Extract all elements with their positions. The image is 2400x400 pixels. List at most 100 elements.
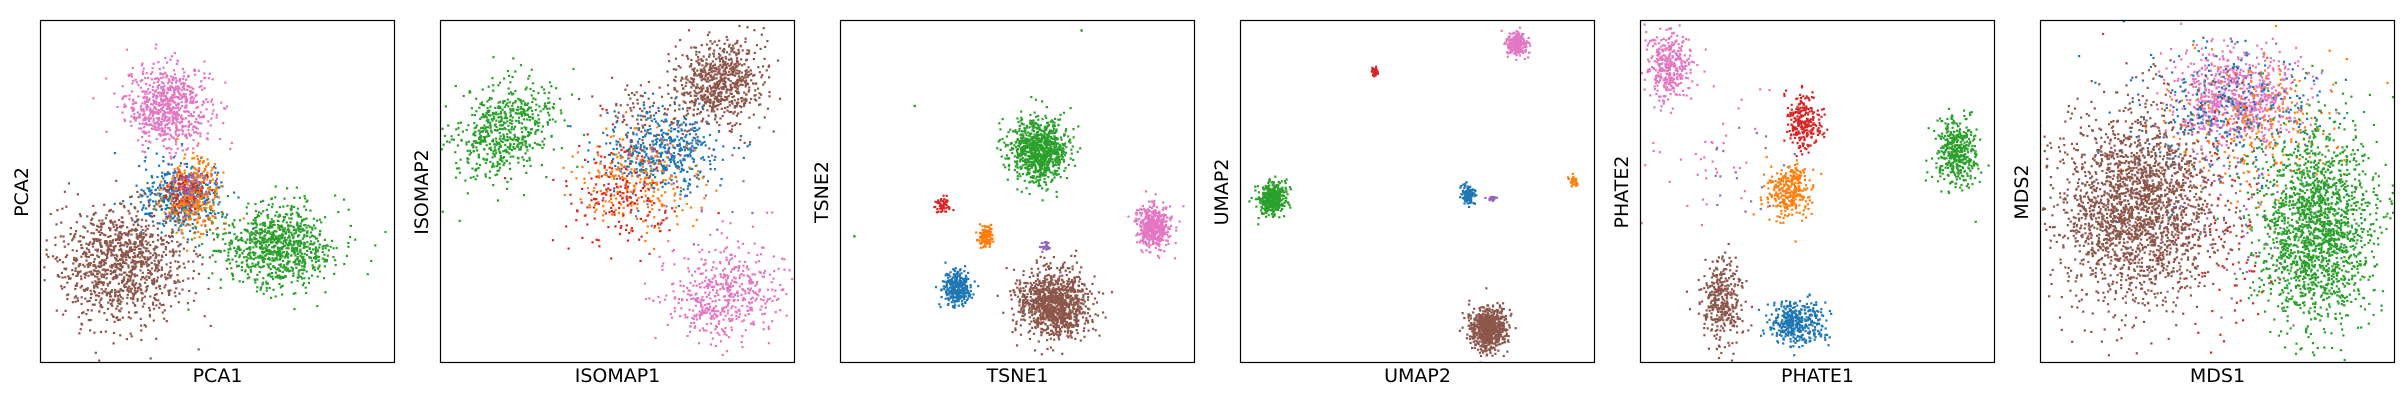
scatter-point-blue bbox=[165, 173, 168, 176]
scatter-point-brown bbox=[98, 281, 101, 284]
scatter-point-green bbox=[262, 260, 265, 263]
scatter-point-green bbox=[487, 121, 490, 124]
scatter-point-green bbox=[304, 286, 307, 289]
scatter-point-brown bbox=[147, 224, 150, 227]
scatter-point-orange bbox=[179, 205, 182, 209]
scatter-point-green bbox=[496, 169, 499, 172]
scatter-point-green bbox=[290, 206, 293, 210]
scatter-point-orange bbox=[196, 183, 199, 186]
scatter-point-green bbox=[266, 241, 269, 244]
scatter-point-orange bbox=[168, 211, 171, 214]
scatter-point-pink bbox=[162, 98, 165, 101]
scatter-point-green bbox=[507, 87, 510, 90]
scatter-point-brown bbox=[168, 206, 171, 210]
scatter-point-blue bbox=[162, 199, 166, 202]
scatter-point-orange bbox=[184, 224, 187, 227]
scatter-point-green bbox=[483, 148, 486, 151]
scatter-point-pink bbox=[180, 120, 184, 123]
scatter-point-pink bbox=[195, 106, 198, 110]
scatter-point-green bbox=[246, 277, 249, 280]
scatter-point-green bbox=[523, 114, 526, 117]
scatter-point-pink bbox=[215, 113, 218, 116]
scatter-point-orange bbox=[206, 163, 210, 167]
scatter-point-blue bbox=[150, 174, 153, 178]
scatter-point-green bbox=[276, 254, 279, 257]
scatter-point-brown bbox=[24, 251, 26, 253]
scatter-point-green bbox=[492, 56, 495, 59]
scatter-point-pink bbox=[168, 116, 171, 119]
scatter-point-purple bbox=[188, 187, 191, 191]
scatter-point-orange bbox=[175, 231, 178, 234]
scatter-point-green bbox=[274, 276, 277, 279]
scatter-point-pink bbox=[154, 128, 158, 131]
scatter-point-green bbox=[309, 251, 312, 254]
scatter-point-orange bbox=[215, 228, 218, 231]
scatter-point-green bbox=[278, 263, 281, 266]
scatter-point-green bbox=[302, 259, 305, 263]
scatter-point-blue bbox=[172, 196, 175, 199]
scatter-point-brown bbox=[90, 309, 93, 312]
scatter-point-brown bbox=[110, 266, 113, 269]
scatter-point-brown bbox=[139, 232, 142, 235]
scatter-point-green bbox=[287, 224, 290, 227]
scatter-point-brown bbox=[734, 62, 737, 65]
scatter-point-brown bbox=[164, 276, 167, 279]
scatter-point-green bbox=[493, 112, 496, 115]
scatter-point-brown bbox=[761, 74, 764, 77]
scatter-point-green bbox=[284, 213, 287, 216]
scatter-point-green bbox=[299, 248, 302, 251]
scatter-point-brown bbox=[637, 122, 640, 125]
scatter-point-blue bbox=[179, 219, 182, 222]
scatter-point-pink bbox=[162, 66, 165, 69]
scatter-point-green bbox=[456, 167, 459, 170]
scatter-point-blue bbox=[203, 208, 207, 211]
scatter-point-green bbox=[528, 159, 531, 162]
scatter-point-green bbox=[295, 247, 298, 251]
scatter-point-green bbox=[474, 141, 477, 144]
scatter-point-green bbox=[259, 288, 262, 291]
scatter-point-brown bbox=[148, 315, 152, 318]
scatter-point-orange bbox=[186, 183, 189, 186]
scatter-point-green bbox=[324, 247, 327, 250]
scatter-point-blue bbox=[144, 193, 147, 196]
scatter-point-brown bbox=[110, 244, 113, 247]
scatter-point-blue bbox=[197, 184, 201, 187]
scatter-point-blue bbox=[191, 227, 194, 230]
scatter-point-green bbox=[473, 121, 476, 125]
scatter-point-brown bbox=[767, 65, 770, 68]
scatter-point-blue bbox=[170, 193, 173, 196]
scatter-point-brown bbox=[114, 256, 117, 260]
scatter-point-green bbox=[279, 255, 282, 258]
scatter-point-purple bbox=[189, 183, 192, 186]
scatter-point-blue bbox=[154, 188, 157, 191]
scatter-point-purple bbox=[184, 191, 187, 194]
scatter-point-brown bbox=[109, 272, 112, 275]
scatter-point-purple bbox=[198, 180, 201, 184]
scatter-point-green bbox=[470, 107, 473, 110]
scatter-point-brown bbox=[109, 248, 112, 251]
scatter-point-green bbox=[316, 237, 319, 240]
scatter-point-pink bbox=[184, 125, 187, 128]
scatter-point-brown bbox=[104, 330, 107, 333]
scatter-point-orange bbox=[182, 179, 186, 182]
scatter-point-brown bbox=[175, 250, 178, 253]
scatter-point-brown bbox=[647, 80, 650, 84]
scatter-point-green bbox=[455, 161, 458, 165]
scatter-point-orange bbox=[192, 151, 195, 154]
scatter-point-pink bbox=[144, 100, 147, 103]
scatter-point-blue bbox=[130, 202, 133, 206]
scatter-point-brown bbox=[725, 64, 728, 67]
scatter-point-green bbox=[492, 138, 495, 141]
scatter-point-orange bbox=[187, 196, 190, 199]
scatter-point-green bbox=[498, 169, 501, 172]
scatter-point-brown bbox=[717, 85, 720, 88]
scatter-point-pink bbox=[133, 112, 136, 116]
scatter-point-pink bbox=[184, 105, 188, 108]
scatter-point-green bbox=[519, 99, 522, 102]
scatter-point-green bbox=[493, 143, 496, 146]
scatter-point-brown bbox=[126, 293, 129, 296]
scatter-point-brown bbox=[728, 89, 731, 92]
scatter-point-green bbox=[277, 220, 280, 223]
scatter-point-green bbox=[501, 128, 504, 131]
scatter-point-pink bbox=[164, 57, 167, 60]
